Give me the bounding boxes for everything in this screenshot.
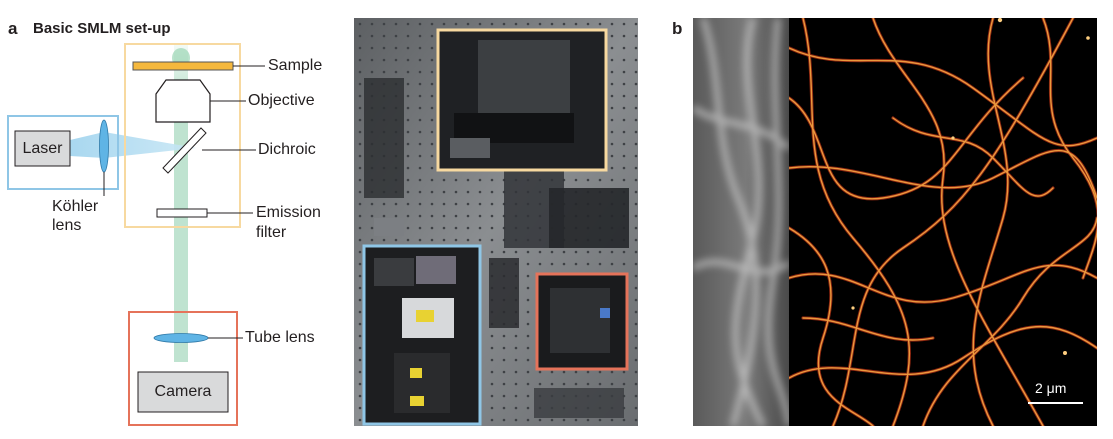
setup-photo [354, 18, 638, 426]
photo-laser-tag-1 [416, 310, 434, 322]
objective-shape [155, 79, 211, 123]
photo-camera-body [550, 288, 610, 353]
photo-laser-unit-1 [374, 258, 414, 286]
laser-source [14, 130, 71, 167]
tube-lens-label: Tube lens [245, 329, 315, 346]
camera-body [137, 371, 229, 413]
rig-bracket [489, 258, 519, 328]
photo-microscope-stage [478, 40, 570, 120]
objective-label: Objective [248, 92, 315, 109]
photo-laser-tag-3 [410, 396, 424, 406]
panel-b-letter: b [672, 19, 683, 38]
photo-laser-tag-2 [410, 368, 422, 378]
emission-filter [156, 208, 208, 218]
rig-component-mid [549, 188, 629, 248]
photo-laser-unit-2 [416, 256, 456, 284]
camera-label: Camera [154, 383, 212, 400]
sample-label: Sample [268, 57, 323, 74]
sample-slide [132, 61, 234, 71]
microscope-box [124, 43, 241, 228]
kohler-label-line2: lens [52, 217, 82, 234]
widefield-filaments [693, 18, 789, 426]
dichroic-label: Dichroic [258, 141, 316, 158]
photo-microscope-box [436, 28, 608, 172]
laser-outer-box [7, 115, 119, 190]
kohler-label-line1: Köhler [52, 198, 99, 215]
photo-microscope-highlight [450, 138, 490, 158]
dichroic-mirror [162, 127, 207, 174]
photo-laser-box [362, 244, 482, 426]
rig-post-left [364, 78, 404, 198]
beam-taper [174, 340, 188, 362]
camera-outer-box [128, 311, 238, 426]
photo-camera-accent [600, 308, 610, 318]
photo-camera-box [535, 272, 629, 371]
smlm-image [693, 18, 1097, 426]
scale-bar-label: 2 μm [1035, 380, 1067, 396]
panel-a-letter: a [8, 19, 18, 38]
smlm-schematic [7, 43, 265, 426]
panel-a-title: Basic SMLM set-up [33, 20, 171, 37]
rig-block-small [374, 218, 404, 236]
tube-lens [153, 333, 209, 343]
kohler-lens [99, 119, 109, 173]
emission-beam [174, 44, 188, 362]
emission-label-line1: Emission [256, 204, 321, 221]
rig-base-bottom [534, 388, 624, 418]
superres-filaments [789, 18, 1097, 426]
emission-label-line2: filter [256, 224, 287, 241]
laser-label: Laser [22, 139, 63, 157]
